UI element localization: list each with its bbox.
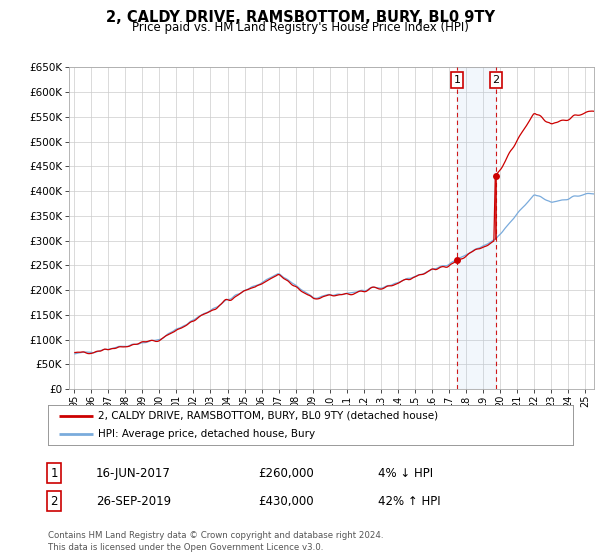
Text: 1: 1 [454,75,460,85]
Text: HPI: Average price, detached house, Bury: HPI: Average price, detached house, Bury [98,430,315,439]
Text: This data is licensed under the Open Government Licence v3.0.: This data is licensed under the Open Gov… [48,543,323,552]
Text: £430,000: £430,000 [258,494,314,508]
Text: 42% ↑ HPI: 42% ↑ HPI [378,494,440,508]
Text: 2: 2 [50,494,58,508]
Text: 16-JUN-2017: 16-JUN-2017 [96,466,171,480]
Text: 1: 1 [50,466,58,480]
Text: 4% ↓ HPI: 4% ↓ HPI [378,466,433,480]
Text: £260,000: £260,000 [258,466,314,480]
Bar [457,67,496,389]
Text: 2, CALDY DRIVE, RAMSBOTTOM, BURY, BL0 9TY (detached house): 2, CALDY DRIVE, RAMSBOTTOM, BURY, BL0 9T… [98,411,438,421]
Text: 26-SEP-2019: 26-SEP-2019 [96,494,171,508]
Text: Contains HM Land Registry data © Crown copyright and database right 2024.: Contains HM Land Registry data © Crown c… [48,531,383,540]
Text: 2, CALDY DRIVE, RAMSBOTTOM, BURY, BL0 9TY: 2, CALDY DRIVE, RAMSBOTTOM, BURY, BL0 9T… [106,10,494,25]
Text: Price paid vs. HM Land Registry's House Price Index (HPI): Price paid vs. HM Land Registry's House … [131,21,469,34]
Text: 2: 2 [493,75,500,85]
